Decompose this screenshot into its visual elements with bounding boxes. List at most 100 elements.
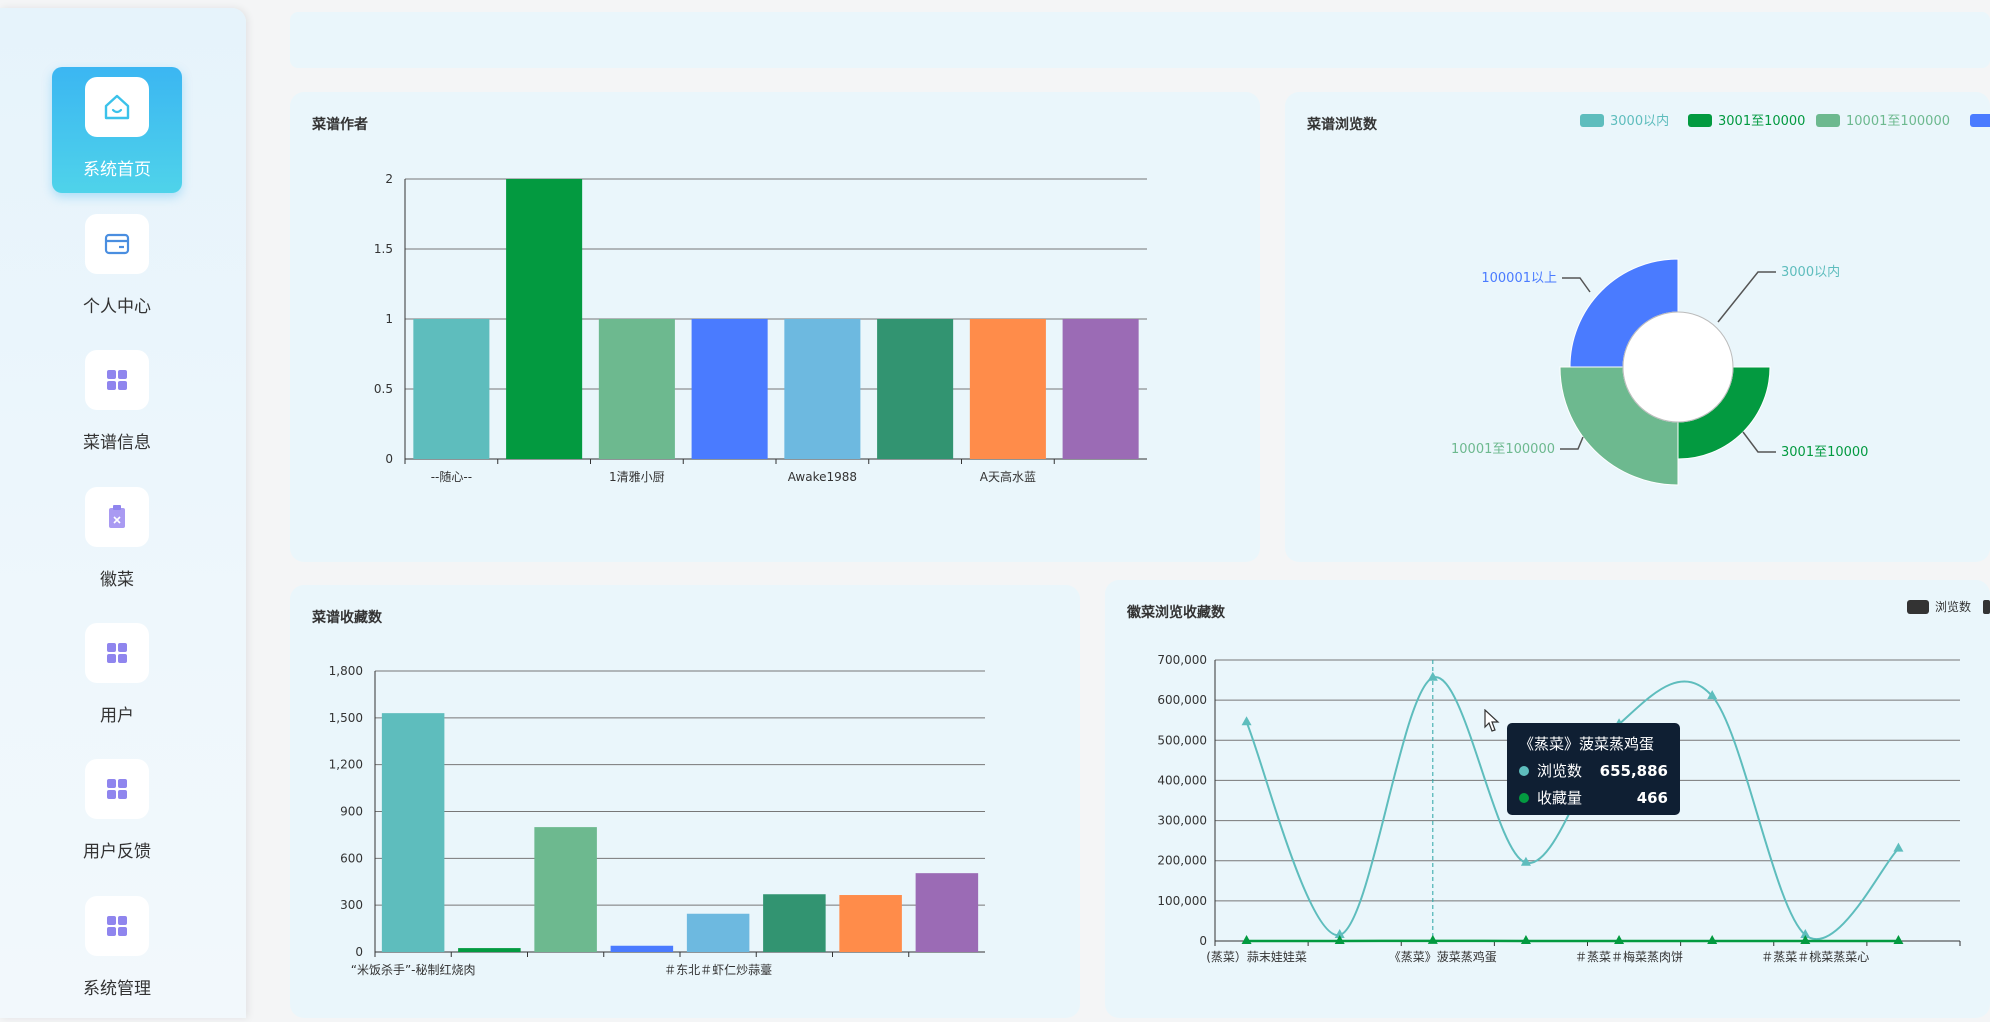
legend-swatch <box>1970 114 1990 127</box>
x-tick-label: ＃蒸菜＃梅菜蒸肉饼 <box>1575 949 1683 964</box>
data-point-marker <box>1893 843 1903 852</box>
y-tick-label: 0 <box>355 945 363 959</box>
home-icon <box>85 77 149 137</box>
bar <box>687 914 750 952</box>
sidebar-item-system[interactable]: 系统管理 <box>52 886 182 1012</box>
legend-swatch <box>1983 600 1990 614</box>
bar <box>970 319 1046 459</box>
y-tick-label: 200,000 <box>1157 854 1207 868</box>
y-tick-label: 0 <box>385 452 393 466</box>
y-tick-label: 1,500 <box>329 711 363 725</box>
bar <box>611 946 674 952</box>
y-tick-label: 700,000 <box>1157 653 1207 667</box>
tooltip-row: 收藏量 466 <box>1519 787 1668 808</box>
y-tick-label: 100,000 <box>1157 894 1207 908</box>
sidebar-item-label: 系统首页 <box>83 155 151 180</box>
bar <box>413 319 489 459</box>
legend-label: 10001至100000 <box>1846 114 1950 129</box>
sidebar: 系统首页 个人中心 菜谱信息 徽菜 用户 用户反馈 系统管理 <box>0 8 246 1018</box>
pie-label: 10001至100000 <box>1451 442 1555 457</box>
y-tick-label: 300,000 <box>1157 814 1207 828</box>
grid-icon <box>85 623 149 683</box>
y-tick-label: 1.5 <box>374 242 393 256</box>
data-point-marker <box>1521 935 1531 944</box>
pie-leader-line <box>1562 278 1590 292</box>
x-tick-label: 《蒸菜》菠菜蒸鸡蛋 <box>1389 949 1497 964</box>
grid-icon <box>85 759 149 819</box>
card-icon <box>85 214 149 274</box>
y-tick-label: 400,000 <box>1157 773 1207 787</box>
bar <box>458 948 521 952</box>
sidebar-item-users[interactable]: 用户 <box>52 613 182 739</box>
sidebar-item-recipes[interactable]: 菜谱信息 <box>52 340 182 466</box>
legend-label: 浏览数 <box>1935 599 1971 614</box>
sidebar-item-label: 菜谱信息 <box>83 428 151 453</box>
y-tick-label: 2 <box>385 172 393 186</box>
pie-leader-line <box>1718 272 1776 322</box>
y-tick-label: 1,200 <box>329 758 363 772</box>
bar <box>382 713 445 952</box>
pie-label: 3000以内 <box>1781 264 1840 280</box>
sidebar-item-label: 徽菜 <box>100 565 134 590</box>
x-tick-label: --随心-- <box>431 469 472 484</box>
author-chart-panel: 菜谱作者 0 0.5 1 1.5 2 --随心-- 1清雅小厨 Awake1988 A天高水蓝 <box>290 92 1260 562</box>
data-point-marker <box>1242 716 1252 725</box>
data-point-marker <box>1707 935 1717 944</box>
tooltip-row-value: 655,886 <box>1600 762 1668 780</box>
sidebar-item-profile[interactable]: 个人中心 <box>52 204 182 330</box>
data-point-marker <box>1428 935 1438 944</box>
bar <box>599 319 675 459</box>
bar <box>534 827 597 952</box>
x-tick-label: Awake1988 <box>788 470 857 484</box>
sidebar-item-feedback[interactable]: 用户反馈 <box>52 749 182 875</box>
views-chart-title: 菜谱浏览数 <box>1307 114 1377 134</box>
sidebar-item-huicai[interactable]: 徽菜 <box>52 477 182 603</box>
x-tick-label: 1清雅小厨 <box>609 469 665 484</box>
hui-chart-title: 徽菜浏览收藏数 <box>1127 602 1225 622</box>
x-tick-label: A天高水蓝 <box>980 469 1036 484</box>
bar <box>1063 319 1139 459</box>
y-tick-label: 0 <box>1199 934 1207 948</box>
x-tick-label: “米饭杀手”-秘制红烧肉 <box>351 962 476 977</box>
data-point-marker <box>1428 672 1438 681</box>
legend-swatch <box>1688 114 1712 127</box>
bar <box>692 319 768 459</box>
legend-swatch <box>1816 114 1840 127</box>
fav-chart-title: 菜谱收藏数 <box>312 607 382 627</box>
fav-bar-chart: 0 300 600 900 1,200 1,500 1,800 “米饭杀手”-秘制红烧肉 ＃东北… <box>290 585 1080 1018</box>
clipboard-icon <box>85 487 149 547</box>
y-tick-label: 900 <box>340 805 363 819</box>
tooltip-row-value: 466 <box>1637 789 1668 807</box>
mouse-cursor-icon <box>1484 709 1502 733</box>
pie-label: 3001至10000 <box>1781 445 1868 460</box>
x-tick-label: ＃东北＃虾仁炒蒜薹 <box>664 962 772 977</box>
tooltip-row-label: 浏览数 <box>1537 760 1582 781</box>
bar <box>916 873 979 952</box>
donut-hole <box>1623 312 1733 422</box>
legend-swatch <box>1580 114 1604 127</box>
top-banner <box>290 12 1990 68</box>
pie-leader-line <box>1560 437 1583 449</box>
sidebar-item-home[interactable]: 系统首页 <box>52 67 182 193</box>
y-tick-label: 300 <box>340 898 363 912</box>
bar <box>506 179 582 459</box>
bar <box>784 319 860 459</box>
data-point-marker <box>1242 935 1252 944</box>
tooltip-row-label: 收藏量 <box>1537 787 1582 808</box>
y-tick-label: 600 <box>340 851 363 865</box>
y-tick-label: 1 <box>385 312 393 326</box>
pie-leader-line <box>1743 432 1776 452</box>
y-tick-label: 1,800 <box>329 664 363 678</box>
y-tick-label: 500,000 <box>1157 733 1207 747</box>
chart-tooltip: 《蒸菜》菠菜蒸鸡蛋 浏览数 655,886 收藏量 466 <box>1507 723 1680 815</box>
grid-icon <box>85 350 149 410</box>
fav-chart-panel: 菜谱收藏数 0 300 600 900 1,200 1,500 1,800 “米饭杀手”-秘制… <box>290 585 1080 1018</box>
views-donut-chart: 3000以内3001至1000010001至100000100001以上3000… <box>1285 92 1990 562</box>
series-dot-icon <box>1519 793 1529 803</box>
bar <box>839 895 902 952</box>
y-tick-label: 0.5 <box>374 382 393 396</box>
bar <box>763 894 826 952</box>
author-chart-title: 菜谱作者 <box>312 114 368 134</box>
tooltip-row: 浏览数 655,886 <box>1519 760 1668 781</box>
views-chart-panel: 菜谱浏览数 3000以内3001至1000010001至100000100001… <box>1285 92 1990 562</box>
